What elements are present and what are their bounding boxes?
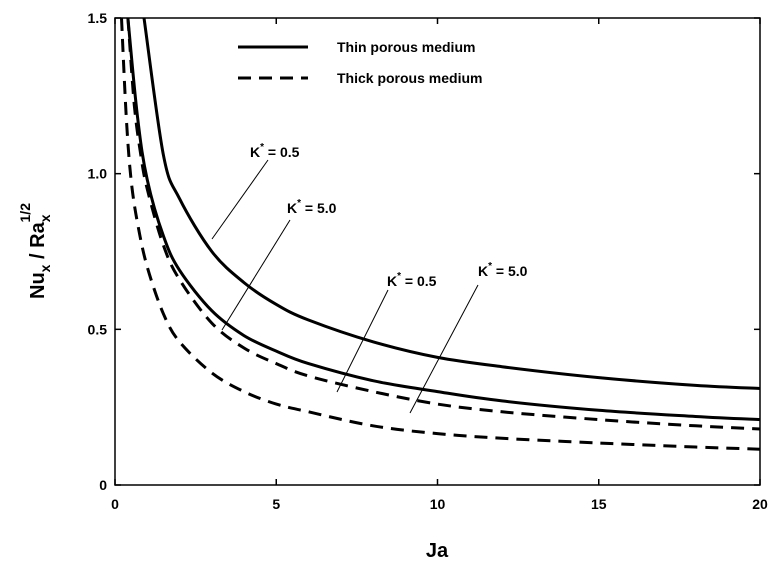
thick-medium-curve-k05 [126,17,761,431]
series-layer [120,17,761,451]
y-tick-label: 0 [99,477,107,493]
thin-medium-curve-k05 [142,17,761,390]
legend-label-thin: Thin porous medium [337,39,475,55]
thick-medium-curve-k50 [120,17,761,451]
annotation-leader-thick-k50 [409,284,479,414]
annotation-leader-thin-k05 [211,159,269,240]
x-tick-label: 5 [272,496,280,512]
legend-label-thick: Thick porous medium [337,70,482,86]
annotation-leader-thin-k50 [221,219,291,331]
annotation-label-thin-k05: K* = 0.5 [250,142,300,160]
x-axis-title: Ja [426,540,449,562]
axis-ticks: 0 5 10 15 20 0 0.5 1.0 1.5 [88,10,768,512]
x-tick-label: 0 [111,496,119,512]
x-tick-label: 20 [752,496,768,512]
legend: Thin porous medium Thick porous medium [238,39,482,86]
thin-medium-curve-k50 [126,17,761,422]
y-axis-title: Nux / Rax1/2 [17,203,53,299]
annotations: K* = 0.5 K* = 5.0 K* = 0.5 K* = 5.0 [211,142,528,414]
annotation-leader-thick-k05 [336,289,389,393]
annotation-label-thin-k50: K* = 5.0 [287,198,337,216]
y-tick-label: 0.5 [88,321,108,337]
y-tick-label: 1.0 [88,166,108,182]
y-tick-label: 1.5 [88,10,108,26]
annotation-label-thick-k50: K* = 5.0 [478,261,528,279]
x-tick-label: 15 [591,496,607,512]
annotation-label-thick-k05: K* = 0.5 [387,271,437,289]
x-tick-label: 10 [430,496,446,512]
